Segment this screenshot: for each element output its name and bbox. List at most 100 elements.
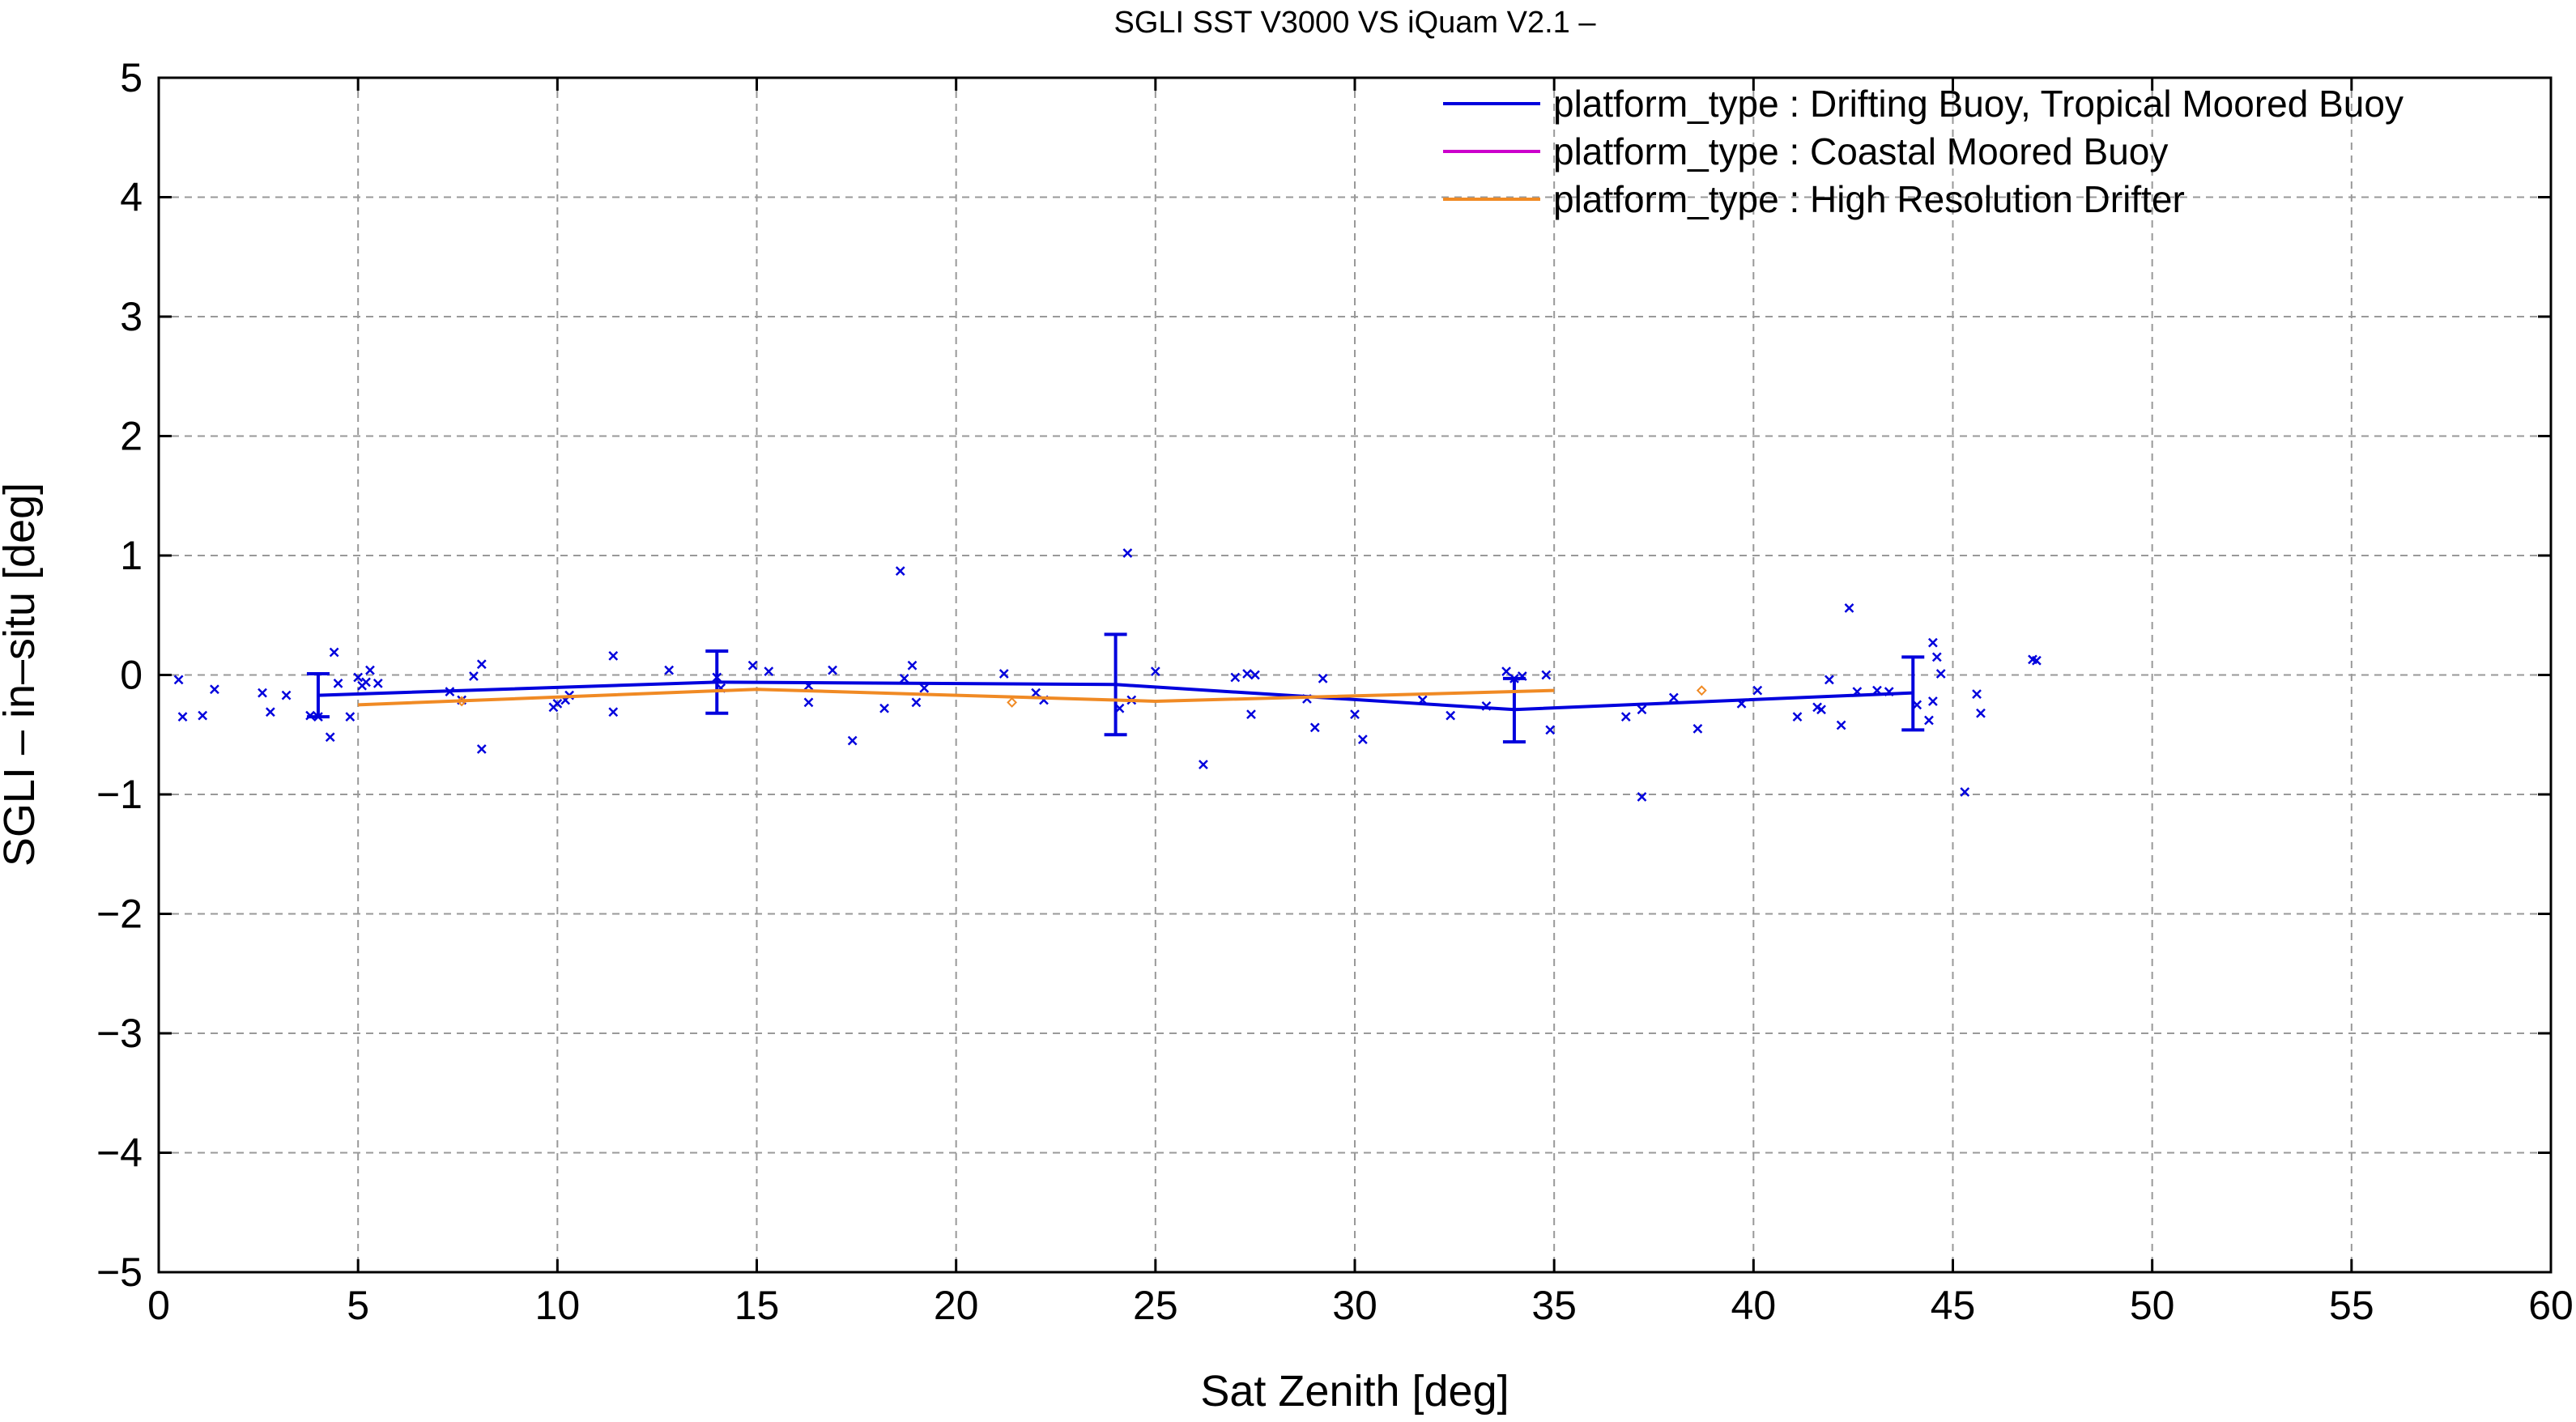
data-point [747,660,758,671]
chart-title: SGLI SST V3000 VS iQuam V2.1 – [1114,6,1597,40]
x-tick-label: 45 [1931,1283,1976,1328]
data-point [1199,760,1208,770]
y-tick-label: 1 [120,533,143,578]
data-point [476,659,487,670]
data-point [608,707,619,717]
data-point [879,703,889,713]
data-point [1696,685,1707,696]
data-point [353,672,364,683]
x-tick-label: 35 [1531,1283,1577,1328]
data-point [1935,669,1946,679]
error-bar [1502,676,1526,744]
data-point [345,712,356,722]
data-point [1309,722,1320,733]
legend-label: platform_type : High Resolution Drifter [1553,178,2185,220]
data-point [1824,675,1834,685]
error-bar [705,649,729,715]
data-point [828,665,837,675]
legend-label: platform_type : Drifting Buoy, Tropical … [1553,83,2404,125]
data-point [998,669,1009,679]
data-point [1852,687,1863,697]
data-point [1752,685,1763,696]
data-point [265,707,275,717]
data-point [899,674,909,683]
data-point [919,683,930,693]
data-point [1792,712,1803,722]
data-point [895,566,905,577]
data-point [1481,700,1492,711]
legend-item-1: platform_type : Coastal Moored Buoy [1443,130,2168,172]
legend: platform_type : Drifting Buoy, Tropical … [1443,83,2404,220]
x-tick-label: 30 [1332,1283,1377,1328]
data-point [373,678,383,688]
data-point [664,665,675,675]
series-mean-line [358,688,1555,707]
y-tick-label: −3 [96,1011,143,1056]
error-bar [1901,655,1925,732]
data-point [173,675,184,685]
x-tick-label: 25 [1133,1283,1178,1328]
data-point [1884,687,1894,697]
data-point [1844,603,1854,613]
data-point [1924,715,1934,726]
data-point [1668,692,1679,703]
data-point [1931,652,1942,662]
x-tick-label: 5 [347,1283,369,1328]
data-point [1122,548,1133,558]
data-point [1620,712,1631,722]
data-point [361,677,371,688]
data-point [1031,688,1041,698]
x-axis-label: Sat Zenith [deg] [1200,1367,1509,1416]
data-point [258,688,267,698]
data-point [1976,708,1986,718]
error-bar [1104,632,1127,737]
data-point [365,665,375,675]
data-point [445,687,455,697]
y-tick-label: 4 [120,175,143,220]
legend-item-2: platform_type : High Resolution Drifter [1443,178,2185,220]
y-tick-label: −1 [96,772,143,817]
data-point [1972,689,1982,699]
data-point [764,666,774,676]
data-point [177,712,188,722]
data-point [333,678,343,688]
data-point [1246,709,1256,720]
data-point [1736,699,1747,709]
y-tick-label: 5 [120,55,143,100]
y-tick-label: 0 [120,653,143,698]
data-point [281,690,292,700]
data-point [1927,696,1938,706]
y-tick-label: 2 [120,414,143,459]
x-tick-label: 40 [1731,1283,1777,1328]
data-point [1242,669,1252,679]
data-point [847,735,858,746]
data-point [1357,734,1368,745]
data-point [1350,709,1360,720]
data-point [456,696,467,707]
legend-label: platform_type : Coastal Moored Buoy [1553,130,2168,172]
data-point [1872,685,1882,696]
data-point [2032,655,2042,666]
data-point [1541,670,1552,680]
x-tick-label: 60 [2528,1283,2574,1328]
x-tick-label: 50 [2130,1283,2175,1328]
data-point [469,671,479,681]
data-point [1960,787,1970,797]
data-point [1637,705,1647,715]
x-tick-label: 15 [734,1283,780,1328]
series [173,548,2042,802]
y-axis-label: SGLI – in–situ [deg] [0,483,44,866]
series-2 [358,685,1707,708]
data-point [911,697,922,708]
data-point [210,684,219,695]
data-point [1927,637,1938,648]
data-point [198,710,208,721]
data-point [325,732,335,743]
data-point [1230,672,1241,683]
data-point [1501,666,1511,676]
data-point [608,651,619,661]
data-point [1836,720,1846,730]
data-point [1816,705,1826,715]
data-point [1150,666,1160,676]
